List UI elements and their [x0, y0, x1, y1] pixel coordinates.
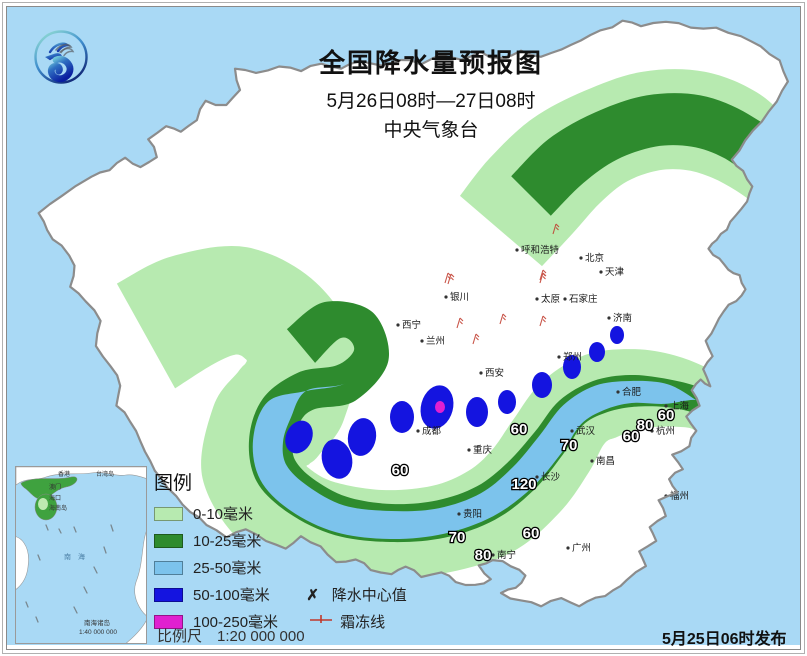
svg-text:合肥: 合肥 [622, 386, 642, 398]
svg-text:石家庄: 石家庄 [569, 293, 598, 305]
svg-text:1:40 000 000: 1:40 000 000 [79, 629, 117, 636]
svg-text:成都: 成都 [422, 425, 442, 437]
svg-text:南昌: 南昌 [596, 455, 615, 467]
svg-text:郑州: 郑州 [563, 351, 582, 363]
svg-text:西安: 西安 [485, 367, 504, 379]
svg-text:武汉: 武汉 [576, 425, 596, 437]
svg-text:广州: 广州 [572, 542, 591, 554]
svg-text:银川: 银川 [450, 291, 469, 303]
svg-text:香港: 香港 [58, 470, 70, 478]
svg-text:70: 70 [561, 437, 578, 454]
svg-text:60: 60 [658, 407, 675, 424]
svg-text:海口: 海口 [49, 494, 61, 502]
svg-text:南海诸岛: 南海诸岛 [84, 618, 110, 627]
svg-text:南宁: 南宁 [497, 549, 516, 561]
svg-text:杭州: 杭州 [656, 425, 675, 437]
svg-text:天津: 天津 [605, 267, 625, 278]
svg-text:澳门: 澳门 [49, 483, 61, 491]
svg-text:60: 60 [523, 525, 540, 542]
svg-text:福州: 福州 [670, 490, 689, 502]
svg-text:80: 80 [637, 417, 654, 434]
svg-text:贵阳: 贵阳 [463, 508, 482, 520]
svg-text:太原: 太原 [541, 293, 560, 305]
svg-text:济南: 济南 [613, 312, 632, 324]
svg-text:西宁: 西宁 [402, 319, 421, 331]
svg-text:呼和浩特: 呼和浩特 [521, 244, 560, 256]
svg-text:长沙: 长沙 [541, 471, 561, 483]
svg-text:北京: 北京 [585, 252, 604, 264]
svg-text:60: 60 [511, 421, 528, 438]
svg-text:海南岛: 海南岛 [49, 504, 67, 512]
svg-text:70: 70 [449, 529, 466, 546]
svg-text:兰州: 兰州 [426, 335, 445, 347]
svg-text:重庆: 重庆 [473, 444, 493, 456]
svg-text:南 海: 南 海 [64, 552, 85, 561]
svg-text:120: 120 [511, 476, 536, 493]
svg-text:台湾岛: 台湾岛 [96, 470, 114, 478]
